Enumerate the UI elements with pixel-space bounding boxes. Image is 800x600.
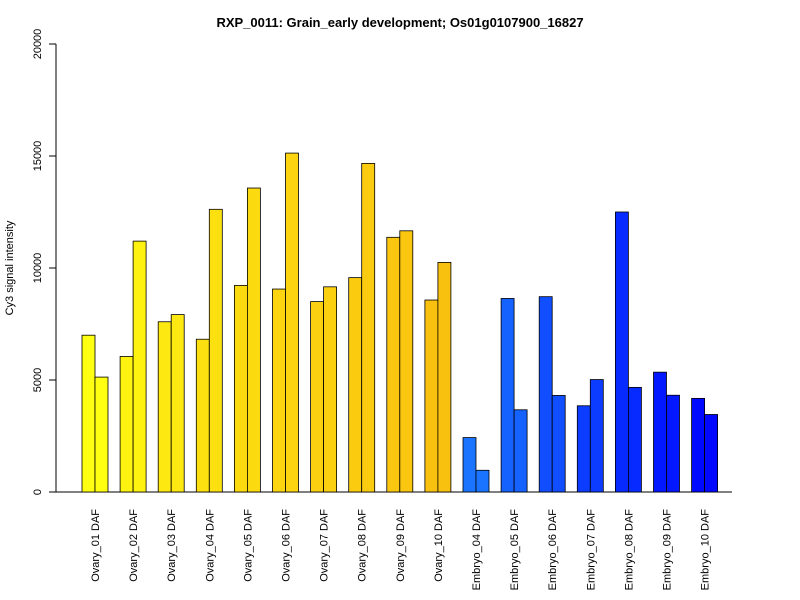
bars — [81, 152, 718, 493]
y-axis-label: Cy3 signal intensity — [4, 220, 16, 315]
bar — [704, 414, 718, 493]
bar — [323, 286, 338, 493]
bar — [195, 338, 210, 493]
x-tick-label: Ovary_07 DAF — [319, 509, 331, 582]
x-tick-label: Ovary_03 DAF — [166, 509, 178, 582]
bar — [157, 321, 172, 493]
bar — [576, 405, 591, 493]
bar — [551, 395, 566, 493]
bar — [628, 386, 642, 493]
y-tick-label: 10000 — [32, 253, 44, 284]
bar — [399, 230, 414, 493]
x-tick-label: Ovary_10 DAF — [433, 509, 445, 582]
bar — [666, 394, 680, 493]
bar — [475, 469, 490, 493]
x-tick-label: Ovary_09 DAF — [395, 509, 407, 582]
x-tick-label: Ovary_05 DAF — [242, 509, 254, 582]
bar — [348, 277, 363, 493]
bar — [285, 152, 299, 493]
bar — [208, 208, 223, 493]
bar — [361, 162, 376, 493]
bar — [81, 334, 96, 493]
bar — [272, 288, 286, 493]
bar — [132, 240, 147, 493]
bar — [170, 314, 185, 493]
bar — [437, 261, 452, 493]
bar — [462, 437, 477, 493]
x-tick-label: Ovary_06 DAF — [281, 509, 293, 582]
y-tick-label: 20000 — [32, 29, 44, 60]
bar — [513, 409, 528, 493]
bar — [246, 187, 261, 493]
bar — [310, 301, 325, 493]
bar — [538, 296, 553, 493]
y-tick-label: 5000 — [32, 368, 44, 392]
x-tick-label: Ovary_01 DAF — [90, 509, 102, 582]
bar — [424, 299, 439, 493]
x-tick-label: Embryo_04 DAF — [471, 509, 483, 591]
bar — [589, 379, 604, 493]
x-tick-label: Embryo_06 DAF — [547, 509, 559, 591]
x-tick-label: Embryo_07 DAF — [585, 509, 597, 591]
x-tick-label: Embryo_08 DAF — [623, 509, 635, 591]
y-tick-label: 15000 — [32, 141, 44, 172]
x-tick-label: Embryo_09 DAF — [662, 509, 674, 591]
x-tick-label: Ovary_04 DAF — [204, 509, 216, 582]
bar — [233, 285, 248, 493]
bar — [653, 371, 667, 493]
x-tick-label: Embryo_05 DAF — [509, 509, 521, 591]
x-tick-label: Ovary_02 DAF — [128, 509, 140, 582]
bar — [691, 397, 705, 493]
x-tick-label: Ovary_08 DAF — [357, 509, 369, 582]
y-tick-label: 0 — [32, 489, 44, 495]
bar — [386, 236, 401, 493]
chart-title: RXP_0011: Grain_early development; Os01g… — [216, 15, 583, 30]
y-axis: 0 5000 10000 15000 20000 — [32, 29, 57, 495]
x-tick-labels: Ovary_01 DAF Ovary_02 DAF Ovary_03 DAF Ovar… — [90, 509, 712, 591]
bar — [119, 356, 134, 493]
bar — [500, 298, 515, 493]
x-tick-label: Embryo_10 DAF — [700, 509, 712, 591]
bar — [615, 211, 629, 493]
bar — [94, 376, 109, 493]
